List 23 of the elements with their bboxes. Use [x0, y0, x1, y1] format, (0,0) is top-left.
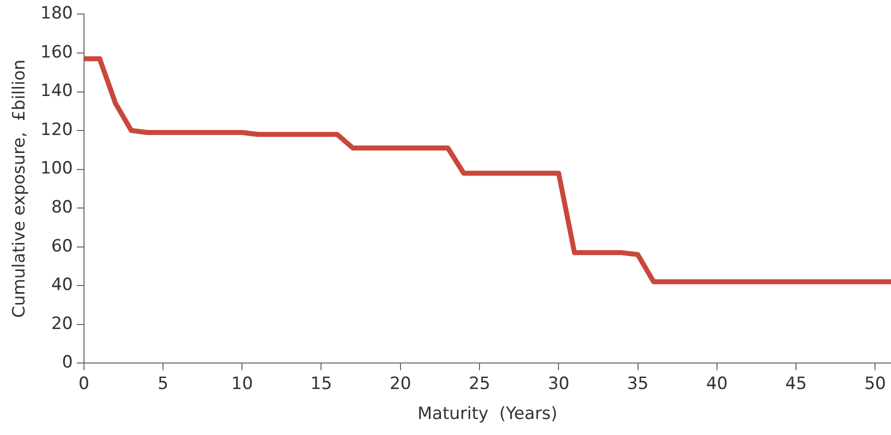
y-tick-label: 160: [40, 42, 73, 62]
x-tick-label: 45: [785, 374, 807, 394]
x-tick-label: 35: [626, 374, 649, 394]
x-tick-label: 15: [310, 374, 332, 394]
x-axis-title: Maturity (Years): [417, 404, 558, 424]
y-tick-label: 60: [51, 236, 73, 256]
y-axis-title: Cumulative exposure, £billion: [10, 59, 30, 318]
x-tick-label: 50: [864, 374, 886, 394]
x-tick-label: 20: [390, 374, 412, 394]
x-tick-label: 5: [158, 374, 168, 394]
y-tick-label: 20: [51, 314, 73, 334]
x-tick-label: 30: [548, 374, 570, 394]
y-tick-label: 100: [40, 158, 73, 179]
x-tick-label: 40: [706, 374, 728, 394]
y-tick-label: 120: [40, 120, 73, 140]
x-tick-label: 0: [78, 374, 90, 394]
y-tick-label: 80: [51, 198, 73, 218]
y-tick-label: 40: [51, 275, 73, 296]
y-tick-label: 0: [62, 352, 73, 373]
y-tick-label: 180: [40, 4, 73, 24]
y-tick-label: 140: [40, 81, 73, 102]
x-tick-label: 25: [468, 374, 490, 394]
x-tick-label: 10: [231, 374, 253, 394]
